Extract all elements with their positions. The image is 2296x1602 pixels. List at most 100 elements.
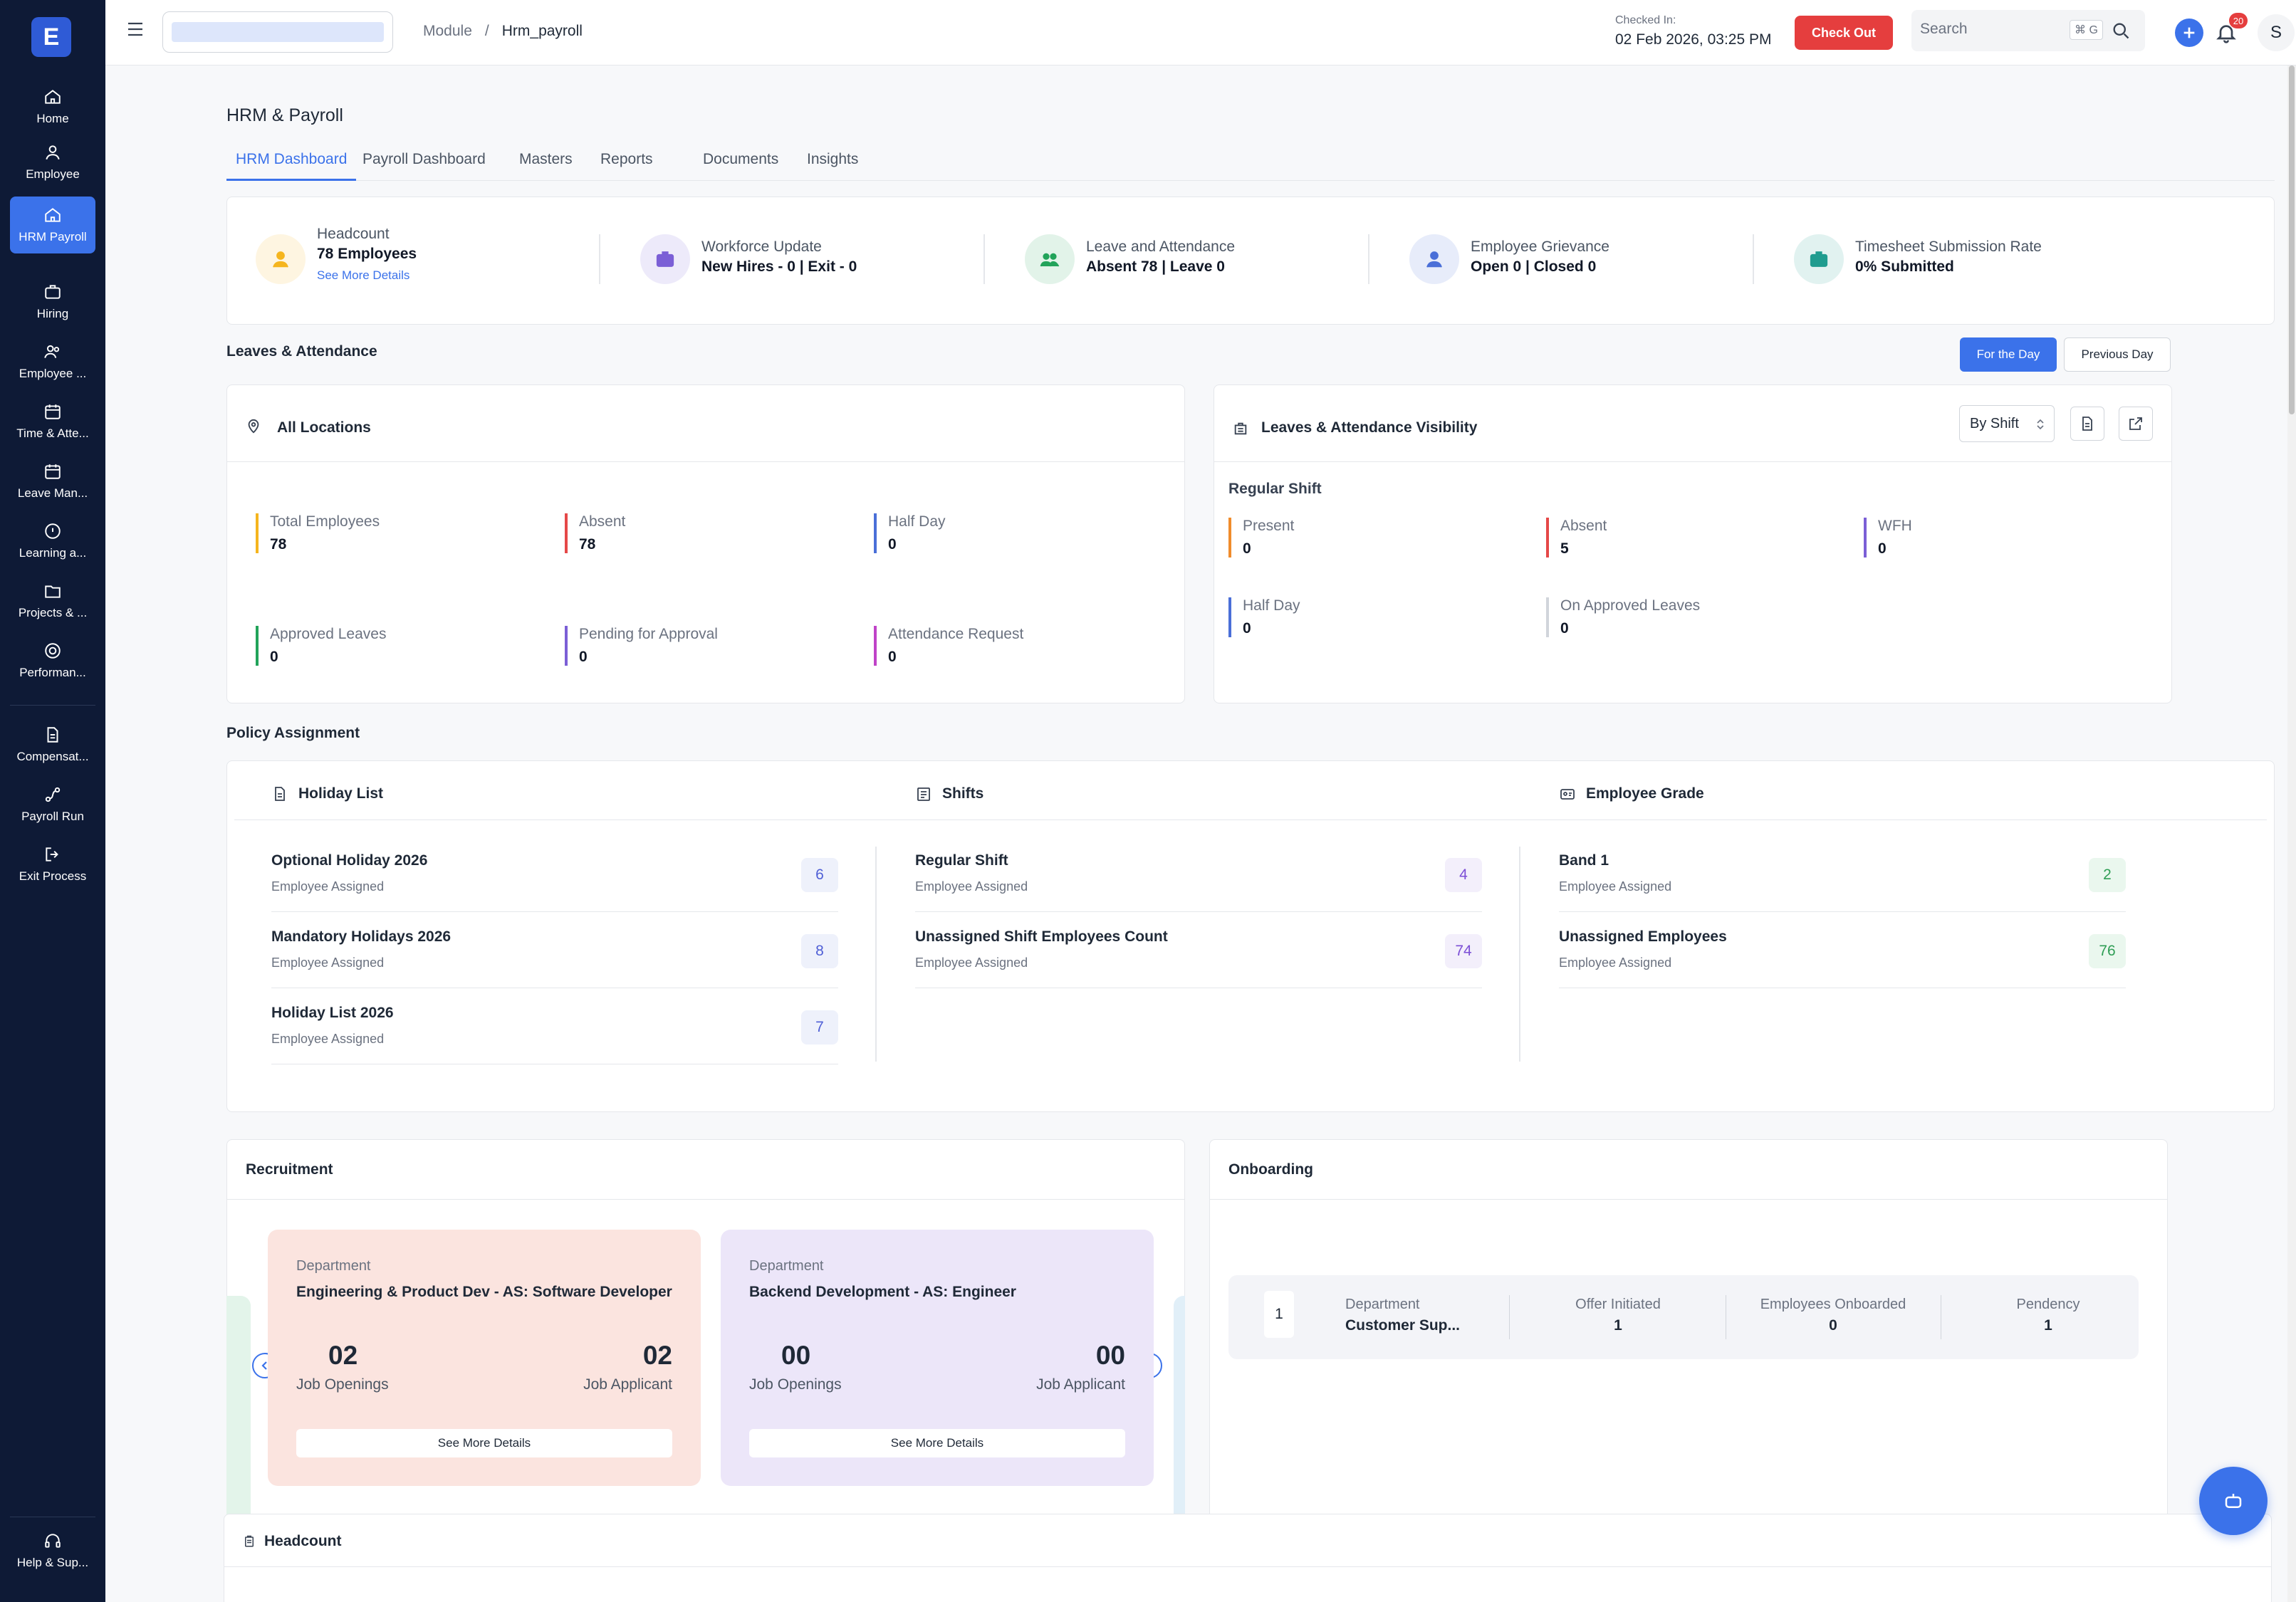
see-more-details-button[interactable]: See More Details [749,1429,1125,1457]
logout-icon [46,847,58,862]
policy-item-name: Holiday List 2026 [271,1005,394,1021]
onboarding-row[interactable]: 1 Department Customer Sup... Offer Initi… [1228,1275,2139,1359]
policy-item-sub: Employee Assigned [271,879,385,894]
export-document-button[interactable] [2070,407,2104,441]
policy-item-count: 74 [1445,934,1482,968]
recruitment-job-card[interactable]: Department Backend Development - AS: Engi… [721,1230,1154,1486]
policy-item[interactable]: Regular Shift Employee Assigned 4 [915,837,1482,912]
sidebar-item-employee[interactable]: Employee ... [10,333,95,390]
sidebar-item-projects[interactable]: Projects & ... [10,572,95,629]
sidebar-item-compensat[interactable]: Compensat... [10,716,95,773]
document-icon [2082,417,2092,431]
recruitment-header: Recruitment [227,1140,1184,1200]
policy-item[interactable]: Mandatory Holidays 2026 Employee Assigned… [271,913,838,988]
tab-hrm-dashboard[interactable]: HRM Dashboard [226,145,357,181]
sidebar-item-label: HRM Payroll [19,230,87,244]
sidebar-item-performan[interactable]: Performan... [10,632,95,689]
notification-button[interactable]: 20 [2215,13,2248,46]
headcount-header: Headcount [224,1514,2271,1567]
briefcase-icon [1810,251,1828,267]
see-more-link[interactable]: See More Details [317,268,410,282]
org-selector[interactable] [162,11,393,53]
recruitment-job-card[interactable]: Department Engineering & Product Dev - AS… [268,1230,701,1486]
chatbot-button[interactable] [2199,1467,2268,1535]
tab-documents[interactable]: Documents [703,151,779,167]
for-the-day-button[interactable]: For the Day [1960,337,2057,372]
metric-value: 0 [579,649,588,665]
sidebar-item-exit-process[interactable]: Exit Process [10,836,95,893]
policy-item[interactable]: Band 1 Employee Assigned 2 [1559,837,2126,912]
add-button[interactable] [2175,19,2203,47]
shift-select[interactable]: By Shift [1959,405,2055,442]
policy-item-name: Unassigned Shift Employees Count [915,928,1168,945]
sidebar-item-employee[interactable]: Employee [10,134,95,191]
search-icon[interactable] [2111,21,2131,41]
checked-in: Checked In: 02 Feb 2026, 03:25 PM [1615,14,1772,48]
metric-pending-for-approval: Pending for Approval 0 [565,626,718,666]
menu-toggle-icon[interactable] [127,21,144,37]
metric-approved-leaves: Approved Leaves 0 [256,626,386,666]
sidebar-item-help[interactable]: Help & Sup... [10,1522,95,1579]
avatar[interactable]: S [2258,14,2295,51]
policy-column-title: Employee Grade [1586,785,1704,802]
shift-name: Regular Shift [1228,481,1322,497]
onboarded-label: Employees Onboarded [1760,1297,1906,1312]
metric-value: 0 [888,649,897,665]
users-icon [1040,253,1060,267]
tab-payroll-dashboard[interactable]: Payroll Dashboard [362,151,486,167]
policy-column-divider [1519,847,1520,1062]
summary-label: Employee Grievance [1471,239,1609,255]
metric-wfh: WFH 0 [1864,518,1912,557]
breadcrumb-root[interactable]: Module [423,23,472,39]
summary-icon-wrap [1409,234,1459,284]
main-content: HRM & Payroll HRM Dashboard Payroll Dashb… [105,66,2296,1602]
sidebar-item-label: Projects & ... [18,606,88,619]
plus-icon [2183,27,2195,38]
summary-value: Open 0 | Closed 0 [1471,258,1597,275]
checked-in-label: Checked In: [1615,14,1676,26]
clipboard-icon [245,1535,254,1547]
check-out-button[interactable]: Check Out [1795,16,1893,50]
app-logo[interactable]: E [31,17,71,57]
external-link-icon [2129,417,2142,430]
sidebar-item-payroll-run[interactable]: Payroll Run [10,776,95,833]
sidebar-item-home[interactable]: Home [10,78,95,135]
applicants-count: 02 [642,1341,672,1370]
see-more-details-button[interactable]: See More Details [296,1429,672,1457]
metric-total-employees: Total Employees 78 [256,513,380,553]
policy-item[interactable]: Unassigned Shift Employees Count Employee… [915,913,1482,988]
sidebar-item-hrm-payroll[interactable]: HRM Payroll [10,197,95,253]
sidebar-item-label: Time & Atte... [16,426,89,440]
all-locations-card: All Locations Total Employees 78 Absent 78 H… [226,384,1185,703]
onboarding-header: Onboarding [1210,1140,2167,1200]
metric-label: Pending for Approval [579,626,718,642]
sidebar-item-hiring[interactable]: Hiring [10,273,95,330]
headcount-card: Headcount [224,1514,2272,1602]
sidebar-item-time-atte[interactable]: Time & Atte... [10,393,95,450]
tab-insights[interactable]: Insights [807,151,859,167]
breadcrumb-separator: / [484,23,489,39]
home-icon [45,90,61,104]
search-input[interactable]: Search ⌘ G [1911,10,2145,51]
pendency-label: Pendency [2016,1297,2080,1312]
sidebar-item-label: Learning a... [19,546,87,560]
sidebar-item-learning-a[interactable]: Learning a... [10,513,95,570]
policy-item[interactable]: Unassigned Employees Employee Assigned 76 [1559,913,2126,988]
breadcrumb-current: Hrm_payroll [501,23,583,39]
scrollbar-thumb[interactable] [2289,66,2295,414]
offer-label: Offer Initiated [1575,1297,1661,1312]
tab-reports[interactable]: Reports [600,151,653,167]
tab-masters[interactable]: Masters [519,151,573,167]
sidebar-item-label: Performan... [19,666,86,679]
checked-in-time: 02 Feb 2026, 03:25 PM [1615,31,1772,48]
policy-item-count: 2 [2089,858,2126,892]
previous-day-button[interactable]: Previous Day [2064,337,2171,372]
policy-item[interactable]: Holiday List 2026 Employee Assigned 7 [271,989,838,1064]
metric-present: Present 0 [1228,518,1294,557]
open-external-button[interactable] [2119,407,2153,441]
scrollbar[interactable] [2287,66,2296,1602]
metric-label: Approved Leaves [270,626,387,642]
sidebar-item-label: Exit Process [19,869,87,883]
policy-item[interactable]: Optional Holiday 2026 Employee Assigned 6 [271,837,838,912]
sidebar-item-leave-man[interactable]: Leave Man... [10,453,95,510]
